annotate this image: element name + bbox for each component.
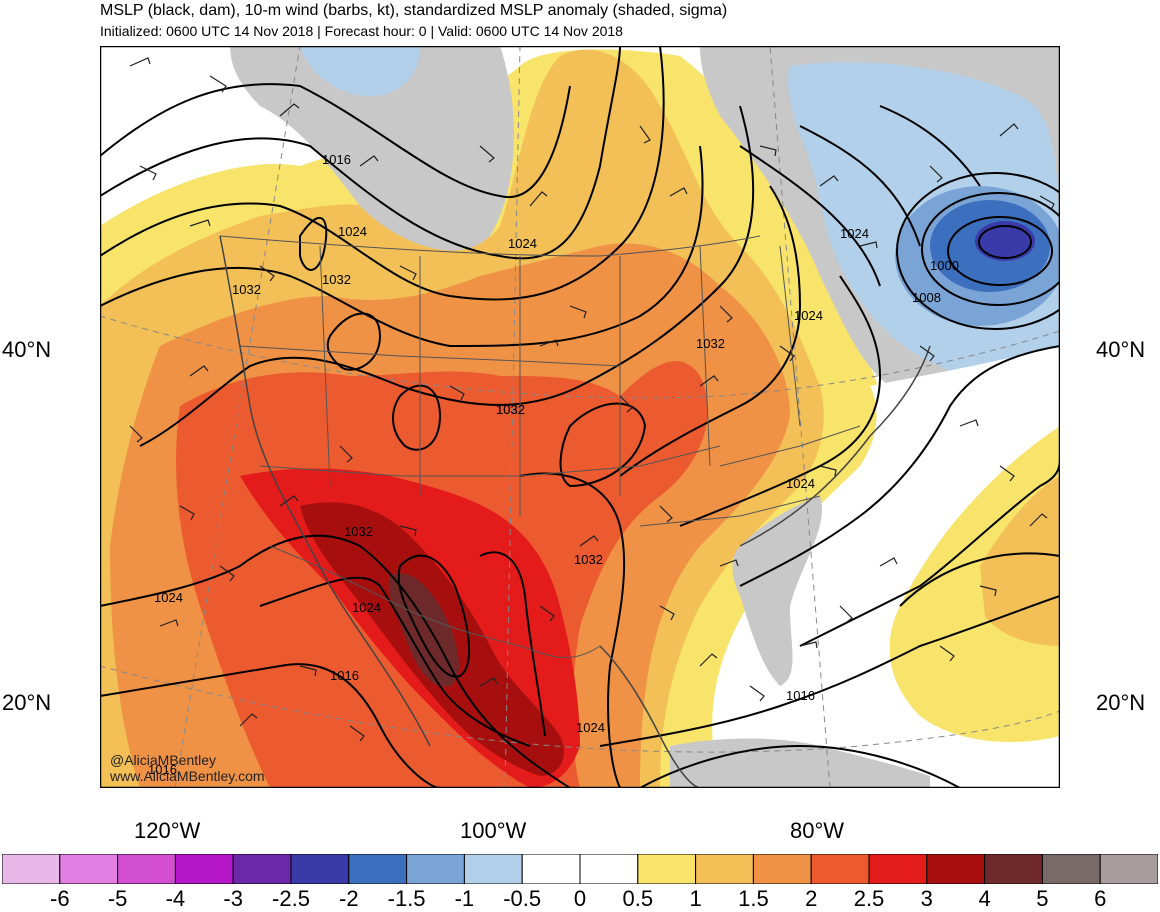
colorbar-label: -4 — [165, 886, 186, 911]
colorbar-label: 2 — [805, 886, 818, 911]
colorbar-label: 2.5 — [853, 886, 885, 911]
anomaly-lightblue-north — [300, 46, 420, 96]
lat-label-20n-left: 20°N — [2, 690, 52, 715]
colorbar-swatch — [232, 854, 292, 884]
colorbar-swatch — [59, 854, 119, 884]
colorbar-label: -0.5 — [503, 886, 542, 911]
isobar-label: 1024 — [576, 720, 605, 735]
map-subtitle: Initialized: 0600 UTC 14 Nov 2018 | Fore… — [100, 23, 623, 39]
colorbar-label: -6 — [50, 886, 70, 911]
isobar-label: 1024 — [352, 600, 381, 615]
colorbar-swatch — [695, 854, 754, 884]
isobar-label: 1032 — [322, 272, 351, 287]
colorbar-swatch — [174, 854, 234, 884]
isobar-label: 1032 — [696, 336, 725, 351]
colorbar-swatch — [290, 854, 350, 884]
colorbar — [2, 854, 1158, 884]
credit-website: www.AliciaMBentley.com — [110, 768, 265, 784]
colorbar-swatch — [2, 854, 61, 884]
colorbar-label: 1 — [689, 886, 702, 911]
colorbar-label: 0.5 — [622, 886, 654, 911]
isobar-label: 1032 — [574, 552, 603, 567]
colorbar-swatch — [984, 854, 1043, 884]
colorbar-swatch — [637, 854, 697, 884]
colorbar-swatch — [868, 854, 928, 884]
credit-handle: @AliciaMBentley — [110, 752, 217, 768]
coastlines — [219, 235, 931, 788]
colorbar-swatch — [926, 854, 986, 884]
colorbar-label: -2 — [339, 886, 359, 911]
isobar-label: 1032 — [344, 524, 373, 539]
colorbar-swatch — [810, 854, 870, 884]
isobar-label: 1016 — [322, 152, 351, 167]
isobar-label: 1032 — [496, 402, 525, 417]
wind-barbs — [129, 57, 1055, 742]
colorbar-swatch — [579, 854, 639, 884]
colorbar-label: 4 — [978, 886, 991, 911]
isobar-label: 1024 — [786, 476, 815, 491]
colorbar-label: -5 — [107, 886, 128, 911]
map-frame — [100, 46, 1060, 788]
lon-label-80w: 80°W — [790, 818, 845, 843]
lon-label-100w: 100°W — [460, 818, 527, 843]
lat-label-20n-right: 20°N — [1096, 690, 1146, 715]
isobar-label: 1024 — [154, 590, 183, 605]
anomaly-blue-low-3 — [975, 221, 1035, 261]
isobar-label: 1024 — [338, 224, 367, 239]
isobar-label: 1024 — [840, 226, 869, 241]
isobar-label: 1032 — [232, 282, 261, 297]
isobar-label: 1016 — [786, 688, 815, 703]
colorbar-label: 1.5 — [738, 886, 769, 911]
isobar-label: 1008 — [912, 290, 941, 305]
isobars — [100, 46, 1060, 788]
colorbar-swatch — [1041, 854, 1101, 884]
colorbar-label: -2.5 — [272, 886, 310, 911]
isobar-label: 1000 — [930, 258, 959, 273]
isobar-label: 1016 — [148, 762, 177, 777]
anomaly-gray-north — [230, 46, 514, 251]
isobar-label: 1016 — [330, 668, 359, 683]
colorbar-label: 5 — [1036, 886, 1049, 911]
colorbar-swatch — [1099, 854, 1158, 884]
map-plot: 1016 1024 1032 1032 1024 1032 1032 1032 … — [100, 46, 1060, 788]
isobar-label: 1024 — [794, 308, 823, 323]
lat-label-40n-right: 40°N — [1096, 337, 1146, 362]
colorbar-swatch — [406, 854, 465, 884]
isobar-label: 1024 — [508, 236, 537, 251]
colorbar-label: 0 — [573, 886, 587, 911]
isobar-labels: 1016 1024 1032 1032 1024 1032 1032 1032 … — [148, 152, 959, 777]
graticule — [100, 46, 1060, 788]
anomaly-maroon — [388, 573, 460, 687]
colorbar-swatch — [752, 854, 812, 884]
land-florida — [732, 496, 823, 686]
colorbar-swatch — [348, 854, 408, 884]
colorbar-label: 3 — [920, 886, 933, 911]
colorbar-swatch — [117, 854, 176, 884]
political-borders — [219, 235, 861, 659]
isobar-label: 1032 — [496, 402, 525, 417]
colorbar-label: -3 — [223, 886, 243, 911]
map-title: MSLP (black, dam), 10-m wind (barbs, kt)… — [100, 2, 728, 19]
land-cuba — [670, 738, 930, 788]
colorbar-label: -1.5 — [387, 886, 426, 911]
lat-label-40n-left: 40°N — [2, 337, 52, 362]
anomaly-white-atlantic — [747, 346, 1060, 716]
colorbar-swatch — [463, 854, 523, 884]
colorbar-label: 6 — [1094, 886, 1107, 911]
colorbar-swatch — [521, 854, 581, 884]
colorbar-label: -1 — [454, 886, 475, 911]
lon-label-120w: 120°W — [134, 818, 201, 843]
